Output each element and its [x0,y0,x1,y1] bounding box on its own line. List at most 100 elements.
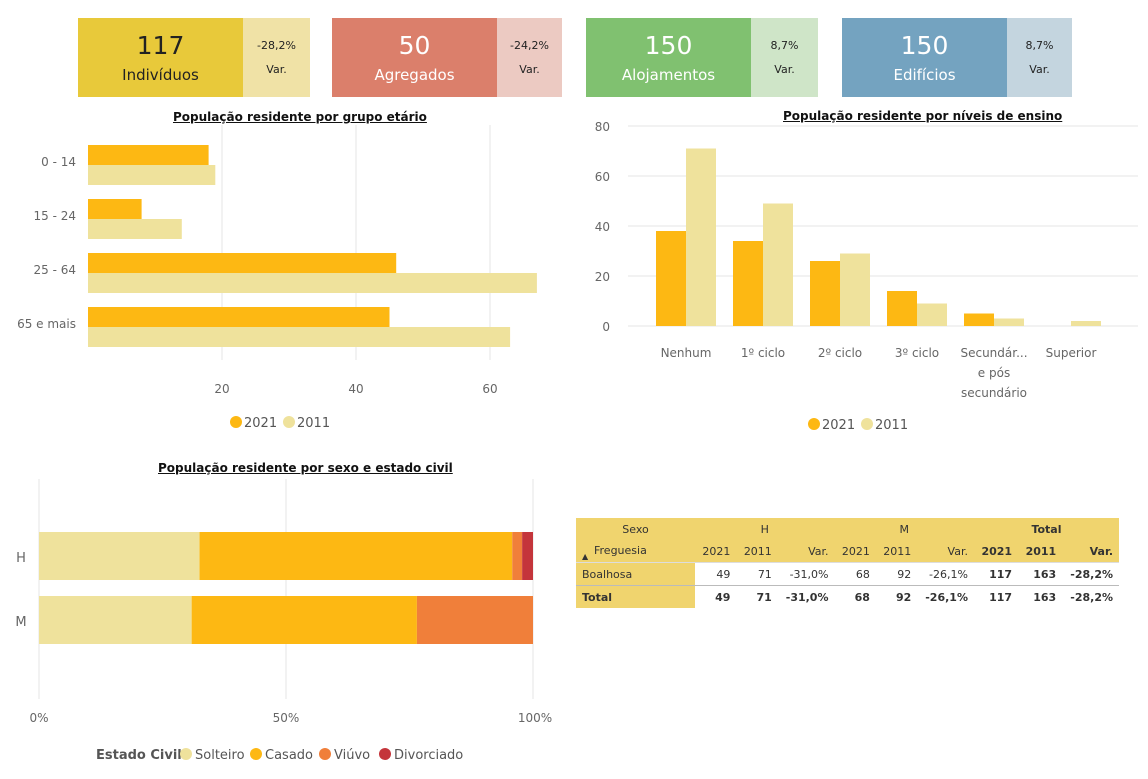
kpi-var-value: -24,2% [510,38,549,52]
kpi-var-label: Var. [774,62,795,76]
bar-2011 [840,253,870,326]
legend-marker [808,418,820,430]
legend-label: Viúvo [334,748,370,763]
table-cell: 117 [973,585,1019,608]
kpi-main: 150 Alojamentos [586,18,751,97]
y-tick-label: 40 [595,220,610,234]
bar-casado [199,532,513,580]
legend-label: 2011 [875,418,908,433]
bar-casado [191,596,417,644]
x-tick-label: 20 [214,382,229,396]
table-cell: -31,0% [777,562,835,586]
column-header[interactable]: Var. [777,540,835,563]
bar-solteiro [39,596,192,644]
bar-2021 [656,231,686,326]
chart-title-marital: População residente por sexo e estado ci… [158,461,453,475]
table-cell: 49 [695,562,737,586]
kpi-label: Agregados [374,65,455,84]
kpi-value: 117 [136,30,185,60]
education-level-bar-chart[interactable]: 0 20 40 60 80 Nenhum 1º ciclo 2º ciclo 3º ciclo S… [578,114,1138,439]
table-total-row[interactable]: Total 49 71 -31,0% 68 92 -26,1% 117 163 … [576,585,1119,608]
chart-title-age-groups: População residente por grupo etário [173,110,427,124]
row-label: Boalhosa [576,562,695,586]
legend-label: 2021 [822,418,855,433]
kpi-main: 50 Agregados [332,18,497,97]
kpi-card-alojamentos[interactable]: 150 Alojamentos 8,7% Var. [586,18,818,97]
x-tick-label: 0% [29,711,48,725]
table-cell: -28,2% [1062,562,1119,586]
table-cell: -31,0% [777,585,835,608]
x-category-label: 1º ciclo [741,346,785,360]
matrix-row-header[interactable]: Freguesia ▲ [576,540,695,563]
x-category-label: Secundár... [960,346,1027,360]
table-cell: 68 [834,585,876,608]
y-tick-label: 0 [602,320,610,334]
bar-2011 [686,148,716,326]
kpi-label: Edifícios [893,65,956,84]
population-matrix-table: Sexo H M Total Freguesia ▲ 2021 2011 Var… [576,518,1119,608]
column-header[interactable]: 2011 [875,540,918,563]
kpi-variation: 8,7% Var. [751,18,818,97]
bar-viúvo [416,596,533,644]
bar-2011 [994,318,1024,326]
matrix-group-header[interactable]: Total [973,518,1119,540]
kpi-card-edificios[interactable]: 150 Edifícios 8,7% Var. [842,18,1072,97]
column-header[interactable]: Var. [917,540,974,563]
bar-2011 [88,273,537,293]
x-category-label: 2º ciclo [818,346,862,360]
kpi-value: 50 [398,30,431,60]
table-cell: 71 [736,585,778,608]
table-cell: 163 [1018,585,1063,608]
bar-2011 [88,327,511,347]
bar-2021 [88,253,397,273]
kpi-var-value: 8,7% [770,38,799,52]
bar-2021 [88,307,390,327]
column-header[interactable]: 2021 [695,540,737,563]
legend-marker [861,418,873,430]
kpi-card-individuos[interactable]: 117 Indivíduos -28,2% Var. [78,18,310,97]
row-label: Total [576,585,695,608]
bar-2011 [763,203,793,326]
bar-solteiro [39,532,200,580]
y-tick-label: 80 [595,120,610,134]
column-header[interactable]: Var. [1062,540,1119,563]
column-header[interactable]: 2021 [973,540,1019,563]
kpi-value: 150 [644,30,693,60]
kpi-main: 150 Edifícios [842,18,1007,97]
y-category-label: 65 e mais [17,317,76,331]
x-tick-label: 60 [482,382,497,396]
marital-status-stacked-chart[interactable]: 0% 50% 100% H M Estado Civil Solteiro Casado Viú… [0,474,560,774]
legend-label: Solteiro [195,748,245,763]
x-category-label: 3º ciclo [895,346,939,360]
bar-2011 [917,303,947,326]
kpi-label: Alojamentos [621,65,716,84]
table-cell: 49 [695,585,737,608]
legend-marker [180,748,192,760]
y-category-label: 15 - 24 [34,209,77,223]
bar-2021 [88,199,142,219]
legend-marker [250,748,262,760]
matrix-group-header-row: Sexo H M Total [576,518,1119,540]
table-row[interactable]: Boalhosa 49 71 -31,0% 68 92 -26,1% 117 1… [576,562,1119,586]
column-header[interactable]: 2021 [834,540,876,563]
kpi-variation: -24,2% Var. [497,18,562,97]
table-cell: -28,2% [1062,585,1119,608]
legend-marker [283,416,295,428]
kpi-variation: 8,7% Var. [1007,18,1072,97]
kpi-var-label: Var. [266,62,287,76]
table-cell: -26,1% [917,562,974,586]
table-cell: 92 [875,562,918,586]
bar-2021 [964,313,994,326]
age-group-bar-chart[interactable]: 20 40 60 0 - 14 15 - 24 25 - 64 65 e mais 2021 2… [0,120,560,450]
kpi-card-agregados[interactable]: 50 Agregados -24,2% Var. [332,18,562,97]
column-header[interactable]: 2011 [1018,540,1063,563]
matrix-group-header[interactable]: M [834,518,974,540]
legend-marker [379,748,391,760]
matrix-group-header[interactable]: H [695,518,835,540]
y-category-label: M [15,615,26,630]
legend-label: 2021 [244,416,277,431]
legend-marker [230,416,242,428]
kpi-var-label: Var. [519,62,540,76]
sort-ascending-icon[interactable]: ▲ [582,552,589,561]
column-header[interactable]: 2011 [736,540,778,563]
